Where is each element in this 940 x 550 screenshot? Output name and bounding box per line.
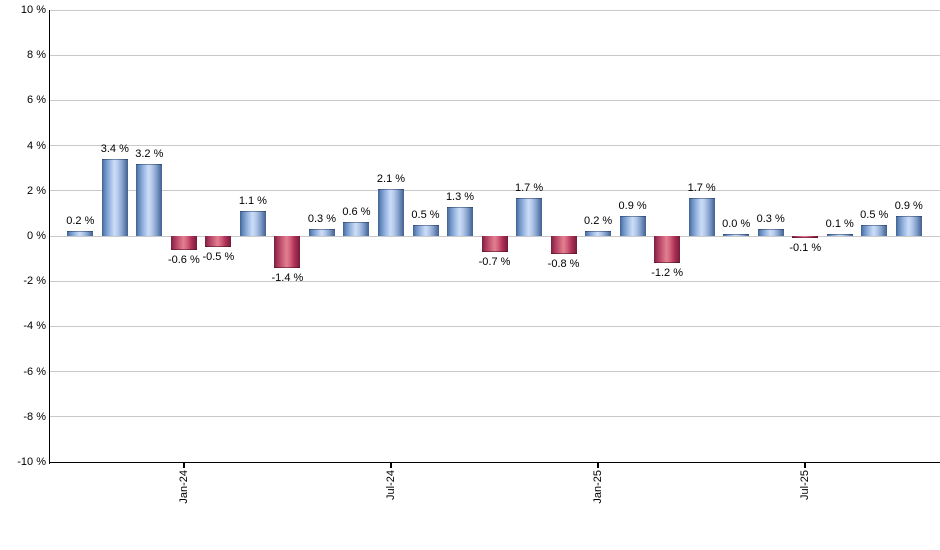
y-tick-label: 10 % xyxy=(20,4,46,16)
y-grid-line xyxy=(50,416,940,418)
bar-positive xyxy=(412,224,439,236)
bar-positive xyxy=(447,206,474,236)
y-tick-label: -2 % xyxy=(23,275,46,288)
bar-positive xyxy=(101,159,128,236)
x-axis-line xyxy=(48,461,940,463)
bar-positive xyxy=(619,215,646,236)
bar-positive xyxy=(826,233,853,236)
y-tick-label: -6 % xyxy=(23,365,46,378)
x-tick-mark xyxy=(804,463,806,468)
bar-value-label: -0.1 % xyxy=(789,242,822,255)
bar-value-label: 0.5 % xyxy=(860,208,889,221)
x-tick-label: Jan-25 xyxy=(592,470,605,504)
y-grid-line xyxy=(50,280,940,282)
bar-positive xyxy=(516,197,543,236)
bar-value-label: 0.2 % xyxy=(66,215,95,228)
bar-value-label: -0.8 % xyxy=(547,258,580,271)
y-tick-label: 8 % xyxy=(27,49,46,62)
bar-value-label: -0.7 % xyxy=(478,255,511,268)
y-grid-line xyxy=(50,54,940,56)
y-tick-label: -4 % xyxy=(23,320,46,333)
y-grid-line xyxy=(50,325,940,327)
bar-value-label: 0.1 % xyxy=(825,217,854,230)
bar-value-label: 1.7 % xyxy=(514,181,544,194)
bar-positive xyxy=(343,222,370,236)
bar-value-label: 0.0 % xyxy=(722,218,751,231)
y-tick-label: 6 % xyxy=(27,94,46,107)
bar-positive xyxy=(67,231,94,236)
bar-value-label: 1.7 % xyxy=(687,181,716,194)
bar-positive xyxy=(895,215,922,236)
bar-positive xyxy=(585,231,612,236)
bar-negative xyxy=(170,236,197,250)
bar-value-label: 2.1 % xyxy=(376,172,406,185)
y-tick-label: -8 % xyxy=(23,410,46,423)
bar-positive xyxy=(688,197,715,236)
y-axis-line xyxy=(48,10,50,464)
bar-positive xyxy=(723,234,750,236)
bar-value-label: 0.2 % xyxy=(584,215,613,228)
bar-negative xyxy=(654,236,681,264)
y-grid-line xyxy=(50,190,940,192)
bar-negative xyxy=(205,236,232,248)
y-tick-label: -10 % xyxy=(17,456,46,468)
y-grid-line xyxy=(50,9,940,11)
y-tick-label: 2 % xyxy=(27,184,46,197)
bar-value-label: 0.5 % xyxy=(411,208,440,221)
y-tick-label: 0 % xyxy=(27,230,46,242)
bar-negative xyxy=(274,236,301,268)
bar-negative xyxy=(792,236,819,239)
bar-value-label: 0.9 % xyxy=(894,199,923,212)
y-grid-line xyxy=(50,99,940,101)
bar-value-label: 3.4 % xyxy=(100,143,129,156)
bar-value-label: 1.1 % xyxy=(238,195,267,208)
bar-positive xyxy=(757,229,784,236)
x-tick-label: Jul-25 xyxy=(799,470,812,500)
bar-value-label: -0.5 % xyxy=(202,251,235,264)
y-grid-line xyxy=(50,371,940,373)
bar-positive xyxy=(239,211,266,236)
x-tick-mark xyxy=(597,463,599,468)
bar-value-label: 1.3 % xyxy=(445,190,475,203)
bar-value-label: 0.9 % xyxy=(618,199,647,212)
bar-value-label: 0.6 % xyxy=(342,206,371,219)
bar-value-label: -1.4 % xyxy=(271,271,304,284)
bar-positive xyxy=(861,224,888,236)
bar-value-label: 0.3 % xyxy=(307,213,336,226)
bar-negative xyxy=(481,236,508,252)
y-grid-line xyxy=(50,145,940,147)
x-tick-label: Jan-24 xyxy=(177,470,190,504)
bar-value-label: -1.2 % xyxy=(651,267,684,280)
bar-negative xyxy=(550,236,577,255)
y-tick-label: 4 % xyxy=(27,139,46,152)
x-tick-mark xyxy=(390,463,392,468)
x-tick-mark xyxy=(183,463,185,468)
bar-positive xyxy=(136,163,163,236)
bar-value-label: 0.3 % xyxy=(756,213,785,226)
bar-positive xyxy=(308,229,335,236)
bar-value-label: 3.2 % xyxy=(135,147,164,160)
bar-positive xyxy=(377,188,404,236)
bar-value-label: -0.6 % xyxy=(167,253,200,266)
x-tick-label: Jul-24 xyxy=(384,470,397,500)
